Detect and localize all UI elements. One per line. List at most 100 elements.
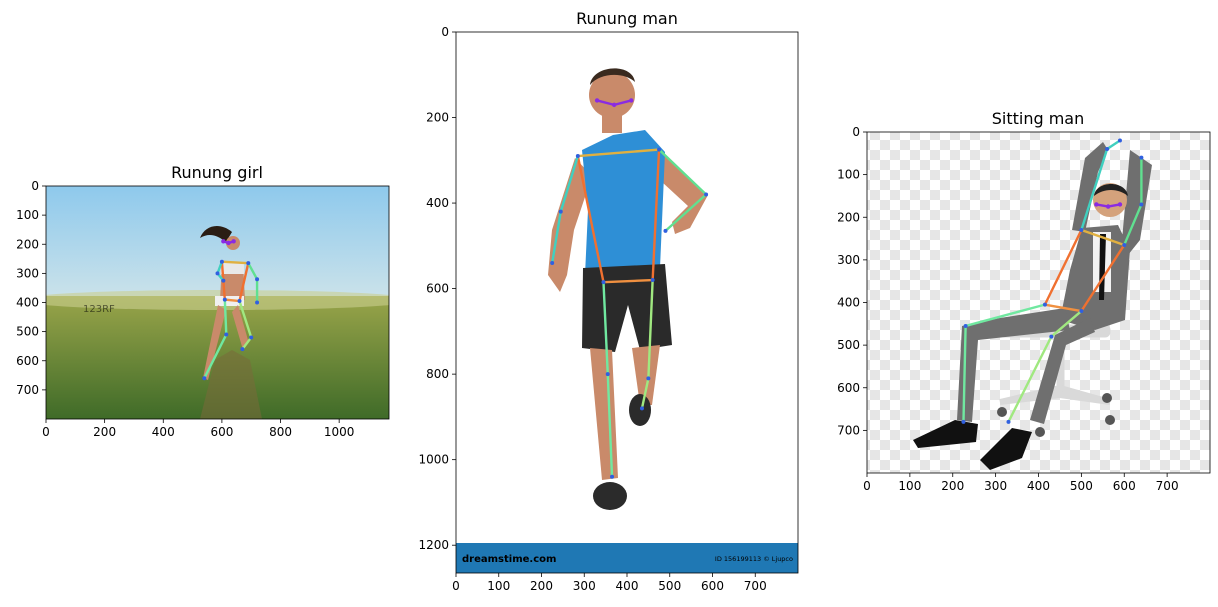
bone-torso-right [1080, 243, 1126, 313]
bone-thigh-left [964, 303, 1047, 328]
keypoint [657, 147, 662, 152]
watermark: 123RF [83, 304, 115, 315]
banner-credit: ID 156199113 © Ljupco [715, 555, 793, 563]
x-tick-label: 800 [269, 425, 292, 439]
photo-running-girl: 123RF [46, 186, 389, 419]
keypoint [1139, 202, 1144, 207]
bone-thigh-right [238, 299, 253, 339]
keypoint [610, 474, 615, 479]
dirt-path [200, 350, 262, 419]
panel-title: Runung man [576, 9, 678, 28]
y-tick-label: 200 [426, 111, 449, 125]
chair-wheel [997, 407, 1007, 417]
keypoint-face [1117, 202, 1123, 207]
y-tick-label: 700 [16, 383, 39, 397]
watermark-banner [456, 543, 798, 573]
bone-face [595, 99, 616, 107]
y-tick-label: 200 [16, 237, 39, 251]
bone-shin-left [962, 324, 967, 424]
keypoint [1042, 302, 1047, 307]
axis-ticks: 0 200 400 600 800 1000 0 100 200 300 400 500 600 700 [16, 179, 354, 439]
keypoint [558, 209, 563, 214]
panel-title: Sitting man [992, 109, 1085, 128]
y-tick-label: 100 [837, 168, 860, 182]
keypoint-face [231, 239, 236, 244]
keypoint-face [611, 102, 617, 108]
bone-shin-right [1007, 335, 1053, 424]
keypoint [224, 332, 229, 337]
y-tick-label: 500 [837, 338, 860, 352]
y-tick-label: 1200 [418, 538, 449, 552]
x-tick-label: 400 [152, 425, 175, 439]
bone-torso-right [238, 261, 250, 303]
x-tick-label: 300 [573, 579, 596, 593]
y-tick-label: 0 [441, 25, 449, 39]
y-tick-label: 600 [16, 354, 39, 368]
keypoint-face [594, 98, 600, 103]
x-tick-label: 300 [984, 479, 1007, 493]
top [221, 262, 244, 274]
keypoint [246, 261, 251, 266]
x-tick-label: 100 [487, 579, 510, 593]
keypoint [605, 372, 610, 377]
x-tick-label: 200 [93, 425, 116, 439]
y-tick-label: 300 [16, 266, 39, 280]
bone-hips [602, 278, 654, 284]
bone-hips [1043, 303, 1083, 313]
bone-shoulders [1080, 228, 1126, 247]
photo-sitting-man [867, 132, 1210, 473]
keypoint [1079, 309, 1084, 314]
x-tick-label: 1000 [324, 425, 355, 439]
keypoint [1006, 419, 1011, 424]
left-leg [957, 308, 1070, 422]
y-tick-label: 100 [16, 208, 39, 222]
keypoint-face [1094, 202, 1099, 207]
keypoint [663, 228, 668, 233]
panel-sitting-man: Sitting man [837, 109, 1211, 493]
x-tick-label: 500 [658, 579, 681, 593]
bone-upper-arm-left [1080, 147, 1109, 232]
x-tick-label: 700 [1156, 479, 1179, 493]
x-tick-label: 200 [941, 479, 964, 493]
keypoint [1139, 155, 1144, 160]
bone-thigh-left [223, 298, 228, 336]
hair [200, 226, 232, 242]
bone-upper-arm-left [216, 260, 224, 275]
x-tick-label: 600 [701, 579, 724, 593]
keypoint-face [226, 240, 231, 246]
neck [602, 113, 622, 133]
y-tick-label: 500 [16, 325, 39, 339]
bone-thigh-left [602, 280, 609, 376]
y-tick-label: 0 [852, 125, 860, 139]
x-tick-label: 700 [744, 579, 767, 593]
y-tick-label: 0 [31, 179, 39, 193]
pose-skeleton [961, 138, 1144, 424]
keypoint [219, 259, 224, 264]
y-tick-label: 700 [837, 423, 860, 437]
chair-wheel [1035, 427, 1045, 437]
keypoint [646, 376, 651, 381]
keypoint [1079, 228, 1084, 233]
left-shoe [593, 482, 627, 510]
man-figure [548, 68, 708, 510]
shirt [582, 130, 665, 275]
left-arm [548, 158, 592, 292]
y-tick-label: 600 [426, 282, 449, 296]
bone-thigh-right [1050, 309, 1083, 338]
sky [46, 186, 389, 306]
keypoint [249, 335, 254, 340]
bone-shoulders [576, 148, 661, 158]
keypoint [550, 260, 555, 265]
pose-skeleton [550, 98, 709, 479]
bone-torso-left [1043, 228, 1083, 306]
keypoint [1122, 242, 1127, 247]
y-tick-label: 800 [426, 367, 449, 381]
sitting-man-figure [913, 142, 1152, 470]
keypoint [215, 271, 220, 276]
bone-upper-arm-right [1123, 203, 1143, 247]
y-tick-label: 400 [16, 296, 39, 310]
y-tick-label: 300 [837, 253, 860, 267]
chair-wheel [1105, 415, 1115, 425]
banner-brand: dreamstime.com [462, 554, 556, 565]
